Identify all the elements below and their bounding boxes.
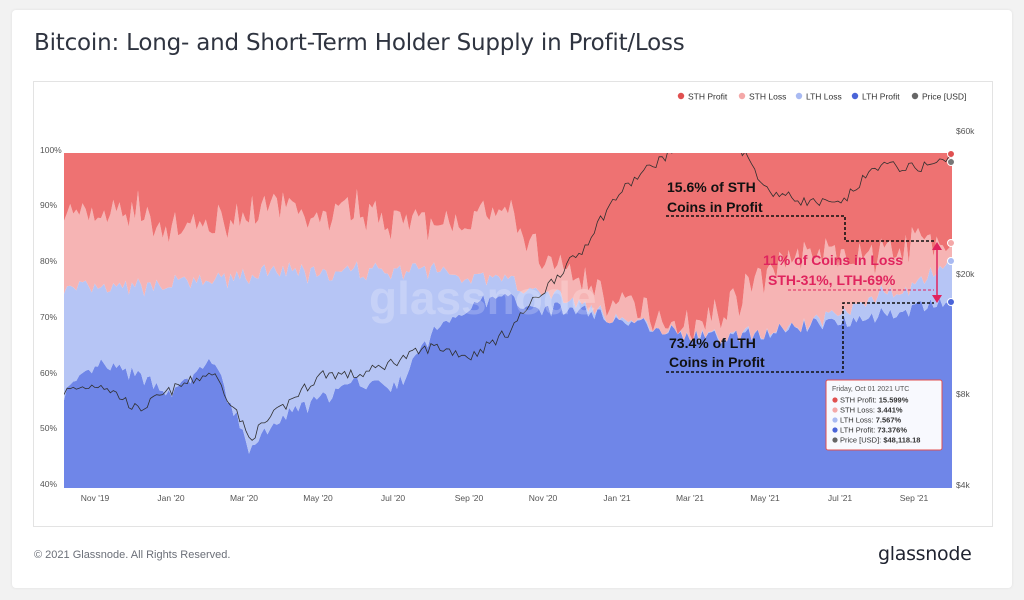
x-tick-jan21: Jan '21 <box>603 493 630 503</box>
y-tick-80: 80% <box>40 256 57 266</box>
tooltip-dot-sth-profit <box>832 397 838 403</box>
x-tick-jul20: Jul '20 <box>381 493 406 503</box>
tooltip-value-sth-profit: 15.599% <box>879 396 909 405</box>
y-right-axis: $60k $20k $8k $4k <box>956 126 975 490</box>
x-tick-nov20: Nov '20 <box>529 493 558 503</box>
area-lth-loss <box>64 259 952 454</box>
tooltip-label-sth-profit: STH Profit: <box>840 396 879 405</box>
tooltip-date: Friday, Oct 01 2021 UTC <box>832 386 909 393</box>
copyright-footer: © 2021 Glassnode. All Rights Reserved. <box>34 549 231 561</box>
tooltip-dot-lth-loss <box>832 417 838 423</box>
tooltip-row-sth-profit: STH Profit: 15.599% <box>840 396 909 405</box>
tooltip-value-price: $48,118.18 <box>883 436 920 445</box>
tooltip-row-lth-loss: LTH Loss: 7.567% <box>840 416 901 425</box>
legend-dot-lth-profit <box>851 92 859 100</box>
annotation-loss-arrow-up <box>932 242 942 250</box>
y-left-axis: 100% 90% 80% 70% 60% 50% 40% <box>40 145 62 489</box>
tooltip-dot-price <box>832 437 838 443</box>
x-tick-mar21: Mar '21 <box>676 493 704 503</box>
y-tick-70: 70% <box>40 312 57 322</box>
tooltip-dot-sth-loss <box>832 407 838 413</box>
x-tick-jul21: Jul '21 <box>828 493 853 503</box>
area-sth-profit <box>64 153 952 342</box>
price-line <box>64 153 953 441</box>
legend-price[interactable]: Price [USD] <box>922 92 966 102</box>
y-right-tick-4k: $4k <box>956 480 970 490</box>
legend-dot-sth-loss <box>738 92 746 100</box>
tooltip-row-lth-profit: LTH Profit: 73.376% <box>840 426 907 435</box>
legend: STH Profit STH Loss LTH Loss LTH Profit … <box>677 92 966 102</box>
y-tick-50: 50% <box>40 423 57 433</box>
annotation-loss-line2: STH-31%, LTH-69% <box>768 272 896 288</box>
plot-areas <box>64 153 953 488</box>
tooltip-value-sth-loss: 3.441% <box>877 406 903 415</box>
x-tick-nov19: Nov '19 <box>81 493 110 503</box>
endpoint-sth-profit <box>947 150 955 158</box>
endpoint-lth-profit <box>947 298 955 306</box>
legend-lth-profit[interactable]: LTH Profit <box>862 92 900 102</box>
annotation-loss-arrow-down <box>932 295 942 303</box>
y-tick-40: 40% <box>40 479 57 489</box>
chart-svg: STH Profit STH Loss LTH Loss LTH Profit … <box>40 92 975 504</box>
area-lth-profit <box>64 293 952 488</box>
brand-logo: glassnode <box>878 543 972 565</box>
y-tick-60: 60% <box>40 368 57 378</box>
tooltip-dot-lth-profit <box>832 427 838 433</box>
annotation-lth-line1: 73.4% of LTH <box>669 335 756 351</box>
watermark: glassnode <box>369 272 597 324</box>
annotation-sth-bracket <box>666 215 934 242</box>
tooltip-box <box>825 379 943 451</box>
x-tick-sep20: Sep '20 <box>455 493 484 503</box>
tooltip-label-sth-loss: STH Loss: <box>840 406 877 415</box>
annotation-sth-profit: 15.6% of STH Coins in Profit <box>666 179 934 242</box>
legend-dot-sth-profit <box>677 92 685 100</box>
area-sth-loss <box>64 189 952 344</box>
endpoint-sth-loss <box>947 239 955 247</box>
endpoint-price <box>947 158 955 166</box>
legend-dot-lth-loss <box>795 92 803 100</box>
tooltip-row-sth-loss: STH Loss: 3.441% <box>840 406 903 415</box>
annotation-sth-line2: Coins in Profit <box>667 199 763 215</box>
x-tick-may20: May '20 <box>303 493 333 503</box>
annotation-lth-profit: 73.4% of LTH Coins in Profit <box>666 302 934 373</box>
y-tick-90: 90% <box>40 200 57 210</box>
x-tick-may21: May '21 <box>750 493 780 503</box>
tooltip-value-lth-loss: 7.567% <box>876 416 902 425</box>
annotation-sth-line1: 15.6% of STH <box>667 179 756 195</box>
legend-sth-profit[interactable]: STH Profit <box>688 92 728 102</box>
tooltip-label-price: Price [USD]: <box>840 436 883 445</box>
legend-lth-loss[interactable]: LTH Loss <box>806 92 842 102</box>
x-tick-jan20: Jan '20 <box>157 493 184 503</box>
tooltip: Friday, Oct 01 2021 UTC STH Profit: 15.5… <box>825 379 943 451</box>
annotation-lth-line2: Coins in Profit <box>669 354 765 370</box>
x-axis: Nov '19 Jan '20 Mar '20 May '20 Jul '20 … <box>81 493 929 503</box>
x-tick-sep21: Sep '21 <box>900 493 929 503</box>
annotation-loss-line1: 11% of Coins in Loss <box>763 252 903 268</box>
y-tick-100: 100% <box>40 145 62 155</box>
tooltip-label-lth-loss: LTH Loss: <box>840 416 876 425</box>
legend-dot-price <box>911 92 919 100</box>
legend-sth-loss[interactable]: STH Loss <box>749 92 786 102</box>
annotation-lth-bracket <box>666 302 934 373</box>
y-right-tick-60k: $60k <box>956 126 975 136</box>
annotation-loss: 11% of Coins in Loss STH-31%, LTH-69% <box>763 242 942 303</box>
x-tick-mar20: Mar '20 <box>230 493 258 503</box>
chart-frame: STH Profit STH Loss LTH Loss LTH Profit … <box>33 81 993 527</box>
tooltip-value-lth-profit: 73.376% <box>877 426 907 435</box>
endpoint-lth-loss <box>947 257 955 265</box>
y-right-tick-20k: $20k <box>956 269 975 279</box>
y-right-tick-8k: $8k <box>956 389 970 399</box>
tooltip-row-price: Price [USD]: $48,118.18 <box>840 436 920 445</box>
tooltip-label-lth-profit: LTH Profit: <box>840 426 877 435</box>
chart-title: Bitcoin: Long- and Short-Term Holder Sup… <box>34 30 685 56</box>
